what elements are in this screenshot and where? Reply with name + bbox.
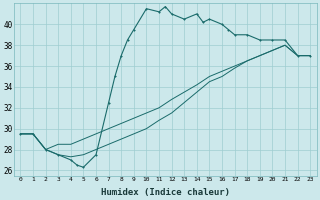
X-axis label: Humidex (Indice chaleur): Humidex (Indice chaleur) (101, 188, 230, 197)
